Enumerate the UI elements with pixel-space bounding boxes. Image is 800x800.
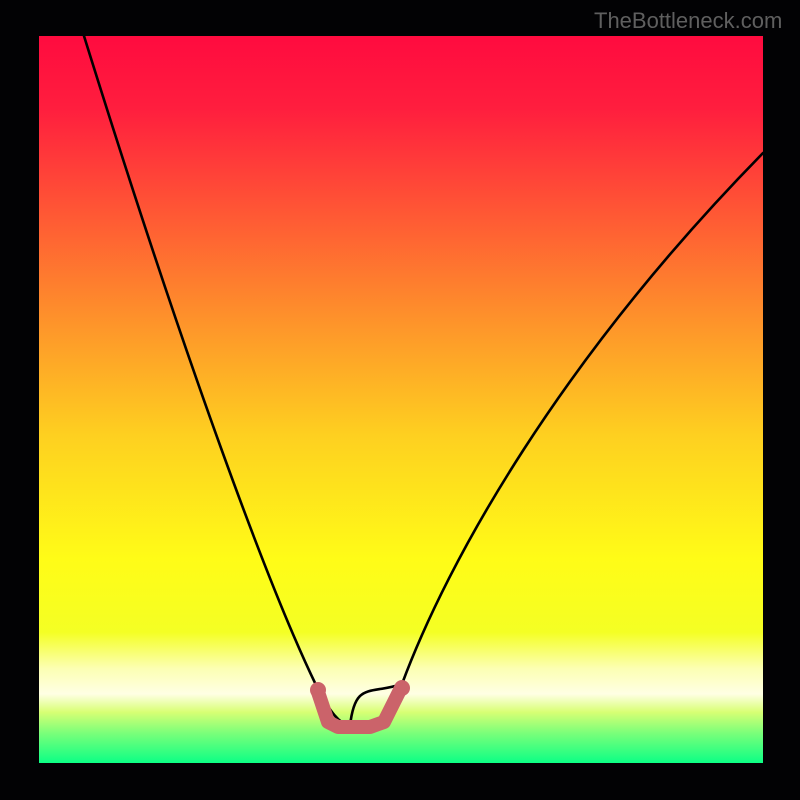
chart-root: { "canvas": { "width": 800, "height": 80… (0, 0, 800, 800)
border-mask-right (763, 0, 800, 800)
bottleneck-curve-chart (0, 0, 800, 800)
border-mask-bottom (0, 763, 800, 800)
trough-endpoint-dot (394, 680, 410, 696)
trough-endpoint-dot (310, 682, 326, 698)
watermark-text: TheBottleneck.com (594, 8, 782, 34)
bottleneck-curve (84, 36, 763, 726)
border-mask-left (0, 0, 39, 800)
